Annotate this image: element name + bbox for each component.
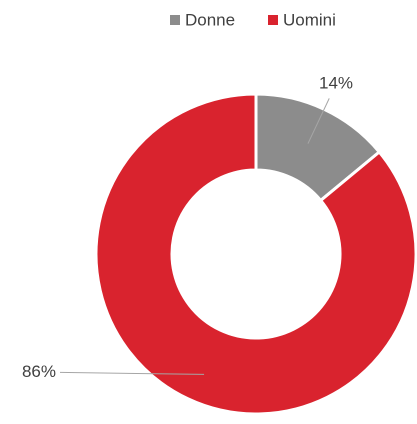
- data-label: 14%: [319, 73, 353, 92]
- leader-line: [307, 98, 330, 144]
- donut-slice: [94, 92, 417, 416]
- data-label: 86%: [22, 362, 56, 381]
- leader-line: [59, 371, 205, 375]
- legend-label: Uomini: [283, 10, 336, 29]
- legend-label: Donne: [185, 10, 235, 29]
- legend-swatch: [268, 15, 278, 25]
- legend-swatch: [170, 15, 180, 25]
